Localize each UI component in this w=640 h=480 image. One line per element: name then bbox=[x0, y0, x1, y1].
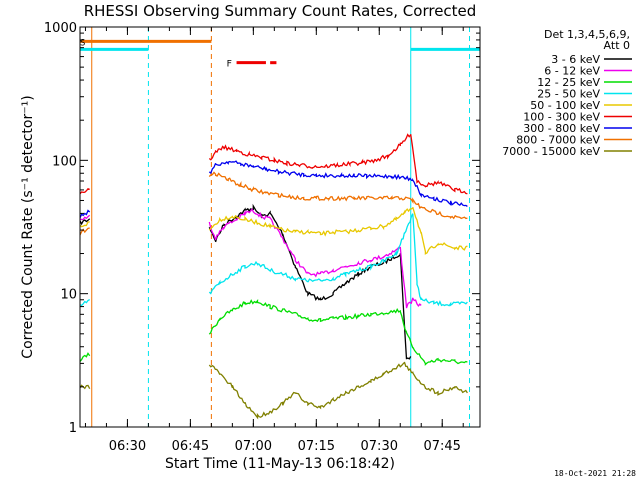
legend-entry-label: 12 - 25 keV bbox=[537, 76, 600, 89]
legend-entry-label: 7000 - 15000 keV bbox=[502, 145, 600, 158]
y-axis-label: Corrected Count Rate (s⁻¹ detector⁻¹) bbox=[20, 95, 36, 358]
y-tick-label: 100 bbox=[52, 154, 77, 169]
x-tick-label: 06:30 bbox=[109, 439, 146, 454]
plot-frame bbox=[79, 26, 481, 428]
legend-entry-label: 6 - 12 keV bbox=[544, 65, 600, 78]
series-line bbox=[80, 213, 468, 307]
y-tick-label: 1000 bbox=[44, 21, 77, 36]
series-line bbox=[80, 361, 468, 420]
series-line bbox=[80, 207, 468, 255]
series-line bbox=[80, 133, 468, 195]
x-tick-label: 06:45 bbox=[172, 439, 209, 454]
x-tick-label: 07:30 bbox=[361, 439, 398, 454]
legend-entry-label: 300 - 800 keV bbox=[523, 122, 600, 135]
series-line bbox=[80, 160, 468, 219]
series-line bbox=[80, 203, 412, 360]
legend-entry-label: 3 - 6 keV bbox=[551, 53, 600, 66]
x-tick-label: 07:15 bbox=[298, 439, 335, 454]
x-axis: 06:30 06:45 07:00 07:15 07:30 07:45 bbox=[84, 27, 464, 454]
chart-title: RHESSI Observing Summary Count Rates, Co… bbox=[84, 2, 477, 20]
legend-header: Att 0 bbox=[604, 39, 630, 52]
x-axis-label: Start Time (11-May-13 06:18:42) bbox=[165, 456, 395, 472]
series-line bbox=[80, 299, 468, 366]
legend-entry-label: 50 - 100 keV bbox=[530, 99, 600, 112]
legend-entry-label: 25 - 50 keV bbox=[537, 88, 600, 101]
x-tick-label: 07:00 bbox=[235, 439, 272, 454]
x-tick-label: 07:45 bbox=[423, 439, 460, 454]
series-line bbox=[80, 208, 422, 309]
legend-header: Det 1,3,4,5,6,9, bbox=[544, 28, 630, 41]
y-tick-label: 1 bbox=[69, 421, 77, 436]
y-axis: 1 10 100 1000 bbox=[44, 21, 480, 436]
flag-label: F bbox=[227, 60, 232, 70]
y-tick-label: 10 bbox=[60, 288, 77, 303]
flag-label: N bbox=[70, 46, 75, 56]
footer-timestamp: 18-Oct-2021 21:28 bbox=[554, 469, 636, 478]
legend-entry-label: 800 - 7000 keV bbox=[516, 134, 600, 147]
legend-entry-label: 100 - 300 keV bbox=[523, 111, 600, 124]
series-line bbox=[80, 171, 468, 236]
flag-label: S bbox=[80, 38, 85, 48]
